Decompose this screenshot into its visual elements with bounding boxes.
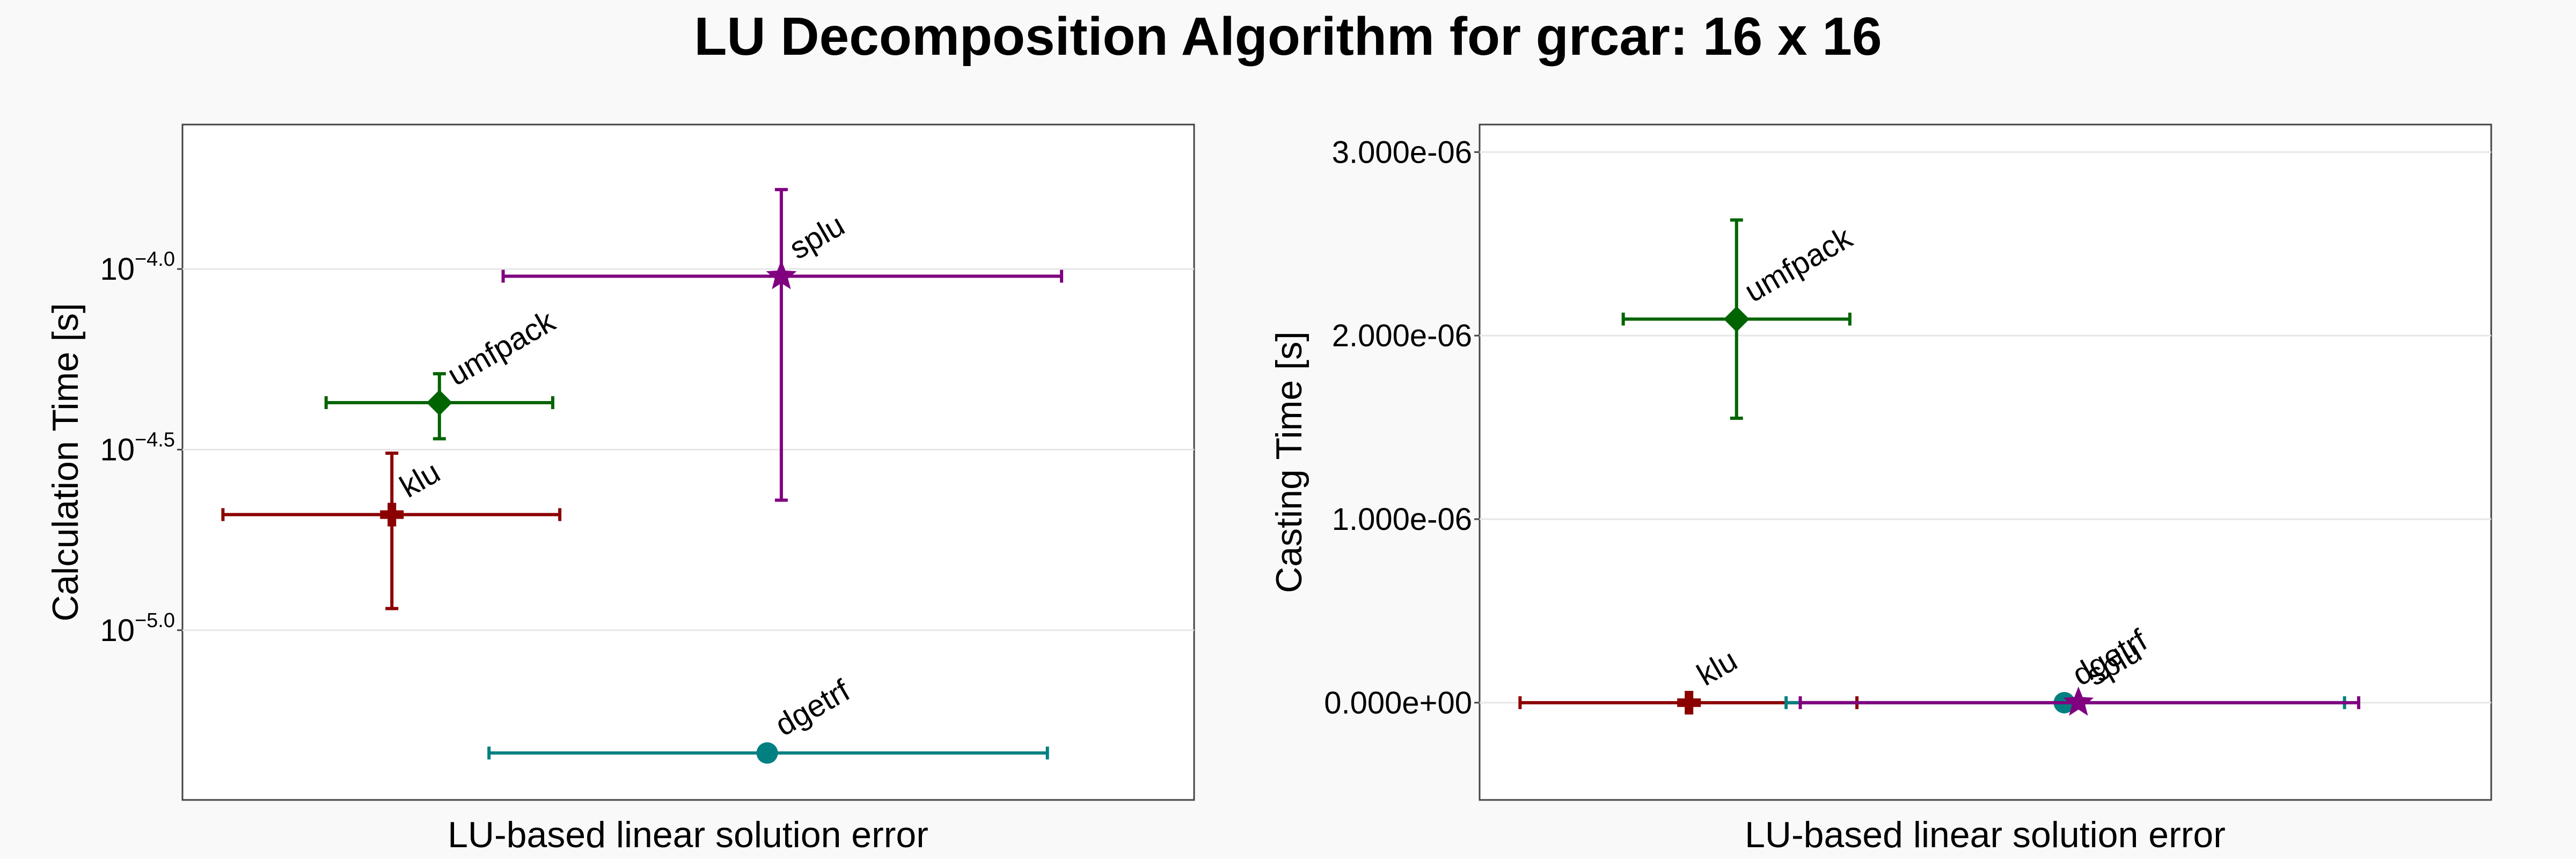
y-axis-label-right: Casting Time [s] bbox=[1269, 331, 1309, 593]
diamond-marker bbox=[1723, 306, 1750, 332]
chart-title: LU Decomposition Algorithm for grcar: 16… bbox=[694, 6, 1882, 67]
y-tick-label: 2.000e-06 bbox=[1332, 318, 1472, 353]
x-axis-label-left: LU-based linear solution error bbox=[448, 814, 928, 855]
y-tick-label: 1.000e-06 bbox=[1332, 502, 1472, 537]
star-marker bbox=[2063, 686, 2094, 716]
y-tick-label: 10−4.5 bbox=[100, 428, 175, 467]
plot-area-right bbox=[1479, 123, 2492, 801]
circle-marker bbox=[756, 742, 778, 764]
y-tick-label: 10−4.0 bbox=[100, 248, 175, 287]
plus-marker-v bbox=[1685, 690, 1694, 715]
panel-calculation-time: 10−4.010−4.510−5.0 kluumfpackspludgetrf … bbox=[45, 123, 1195, 855]
y-tick-labels-right: 0.000e+00 1.000e-06 2.000e-06 3.000e-06 bbox=[1324, 135, 1480, 720]
diamond-marker bbox=[426, 390, 452, 416]
x-axis-label-right: LU-based linear solution error bbox=[1745, 814, 2226, 855]
y-tick-label: 10−5.0 bbox=[100, 609, 175, 648]
y-tick-label: 0.000e+00 bbox=[1324, 686, 1472, 720]
y-axis-label-left: Calculation Time [s] bbox=[45, 303, 86, 621]
plot-area-left bbox=[181, 123, 1195, 801]
panel-casting-time: 0.000e+001.000e-062.000e-063.000e-06 umf… bbox=[1269, 123, 2492, 855]
star-marker bbox=[766, 260, 797, 289]
plus-marker-v bbox=[387, 503, 397, 527]
y-tick-labels-left: 10−4.0 10−4.5 10−5.0 bbox=[100, 248, 182, 648]
gridlines-left bbox=[182, 268, 1194, 631]
y-tick-label: 3.000e-06 bbox=[1332, 135, 1472, 170]
